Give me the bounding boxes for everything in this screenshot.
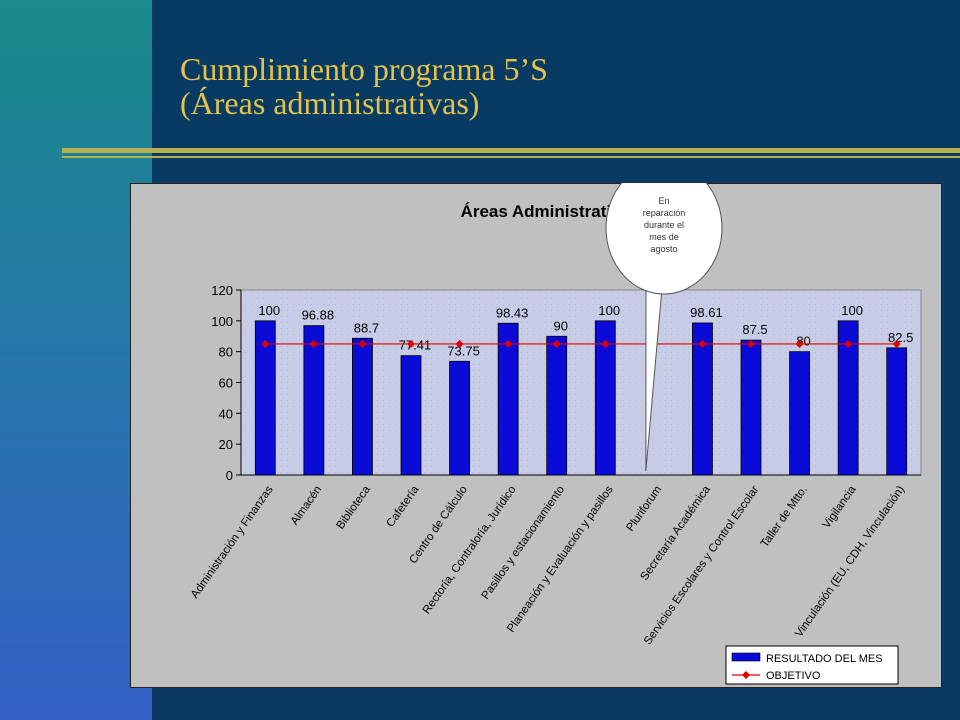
x-tick-label: Vigilancia: [821, 483, 859, 531]
legend-box: [725, 645, 899, 685]
callout-text-line: reparación: [643, 208, 686, 218]
objective-marker: [358, 339, 367, 348]
x-tick-label: Almacén: [289, 484, 324, 528]
bar: [837, 320, 859, 476]
bar: [886, 347, 908, 476]
bar-value-label: 100: [258, 303, 280, 318]
bar-value-label: 98.61: [690, 305, 723, 320]
x-tick-label: Administración y Finanzas: [189, 484, 276, 601]
objective-marker: [795, 339, 804, 348]
objective-marker: [407, 339, 415, 348]
objective-marker: [698, 339, 707, 348]
bar: [740, 339, 762, 476]
callout-text-line: En: [658, 196, 669, 206]
y-tick-label: 120: [211, 283, 233, 298]
bar: [546, 335, 568, 476]
bar-value-label: 73.75: [447, 343, 480, 358]
x-tick-label: Planeación y Evaluación y pasillos: [505, 484, 616, 635]
y-tick-label: 40: [219, 406, 233, 421]
bar-chart: Áreas Administrativas 0 20 40 60 80 100 120 100 9…: [189, 183, 922, 685]
bar-value-label: 87.5: [742, 322, 767, 337]
objective-marker: [309, 339, 318, 348]
bar: [692, 322, 713, 476]
legend-label-objective: OBJETIVO: [766, 670, 821, 682]
bar: [352, 337, 373, 476]
objective-marker: [455, 339, 464, 348]
bar-value-label: 100: [598, 303, 620, 318]
bar: [254, 320, 276, 476]
y-tick-label: 80: [219, 345, 233, 360]
bar-value-label: 90: [553, 318, 567, 333]
x-tick-label: Pluriforum: [624, 484, 664, 534]
bar: [400, 355, 422, 476]
slide-title-line-1: Cumplimiento programa 5’S: [180, 51, 548, 87]
y-tick-label: 20: [219, 437, 233, 452]
bar-value-label: 96.88: [302, 308, 335, 323]
y-tick-label: 60: [219, 376, 233, 391]
divider-line: [62, 148, 960, 153]
bar-value-label: 98.43: [496, 305, 529, 320]
legend-label-result: RESULTADO DEL MES: [766, 653, 883, 665]
objective-marker: [844, 339, 853, 348]
bar-value-label: 82.5: [888, 330, 913, 345]
legend-swatch-bar: [731, 652, 761, 662]
divider-line-thin: [62, 156, 960, 158]
bar-value-label: 100: [841, 303, 863, 318]
y-tick-label: 100: [211, 314, 233, 329]
bar: [594, 320, 616, 476]
x-tick-label: Rectoría, Contraloría, Jurídico: [421, 484, 519, 617]
callout-text-line: mes de: [649, 232, 679, 242]
objective-marker: [747, 339, 755, 348]
y-tick-label: 0: [226, 468, 233, 483]
objective-marker: [892, 339, 901, 348]
callout-text-line: agosto: [650, 244, 677, 254]
left-decorative-strip: [0, 0, 152, 720]
x-tick-label: Cafetería: [384, 483, 421, 529]
title-band: [152, 0, 960, 150]
objective-marker: [601, 339, 610, 348]
bar-value-label: 77.41: [399, 338, 432, 353]
callout-bubble: [605, 183, 723, 295]
objective-marker: [552, 339, 561, 348]
x-tick-label: Vinculación (EU, CDH, Vinculación): [793, 484, 907, 640]
bar: [789, 351, 810, 476]
slide-title: Cumplimiento programa 5’S (Áreas adminis…: [180, 52, 548, 120]
objective-marker: [261, 339, 270, 348]
objective-marker: [504, 339, 513, 348]
chart-title: Áreas Administrativas: [461, 202, 640, 221]
x-tick-label: Pasillos y estacionamiento: [480, 484, 568, 602]
legend-swatch-marker: [742, 671, 750, 679]
x-tick-label: Biblioteca: [334, 483, 373, 531]
callout-text-line: durante el: [644, 220, 684, 230]
bar: [497, 322, 519, 476]
bar: [449, 360, 470, 476]
x-tick-label: Taller de Mtto.: [759, 484, 810, 550]
bar: [303, 325, 325, 476]
slide-title-line-2: (Áreas administrativas): [180, 85, 480, 121]
bar-value-label: 88.7: [354, 320, 379, 335]
plot-area: [240, 289, 922, 476]
